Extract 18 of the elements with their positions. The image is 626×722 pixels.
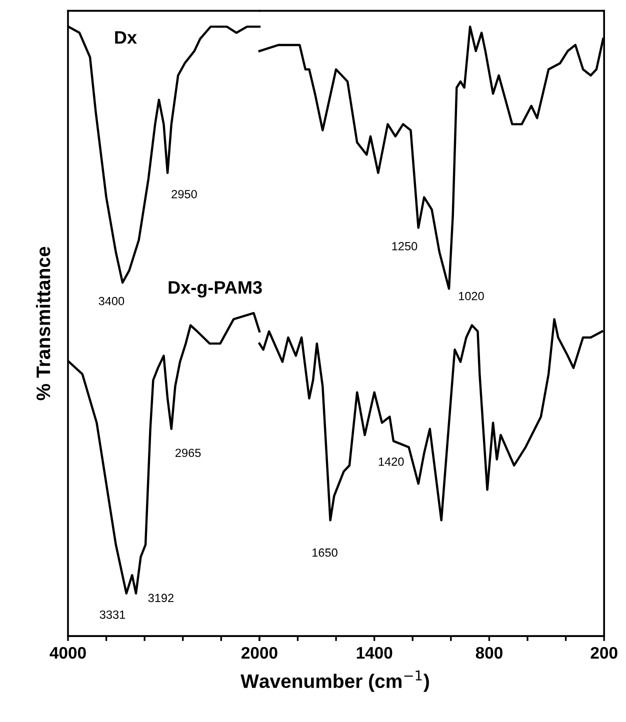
x-tick-label: 1400 xyxy=(356,646,392,659)
x-tick-label: 2000 xyxy=(241,646,278,659)
x-tick-label: 200 xyxy=(590,646,618,659)
x-tick-label: 4000 xyxy=(50,646,86,659)
annotation: 1650 xyxy=(312,548,338,557)
annotation: 1420 xyxy=(378,457,404,466)
series-label: Dx xyxy=(115,31,137,44)
x-tick-label: 800 xyxy=(476,646,502,659)
annotation: 3331 xyxy=(100,610,126,619)
annotation: 1250 xyxy=(392,242,418,250)
annotation: 2950 xyxy=(172,190,197,198)
annotation: 2965 xyxy=(176,448,201,458)
series-label: Dx-g-PAM3 xyxy=(168,281,262,298)
annotation: 1020 xyxy=(458,292,484,300)
annotation: 3400 xyxy=(98,296,124,306)
annotation: 3192 xyxy=(148,594,174,602)
x-axis-title: Wavenumber (cm$^{−1}$) xyxy=(240,670,429,692)
y-axis-title: % Transmittance xyxy=(36,246,50,400)
